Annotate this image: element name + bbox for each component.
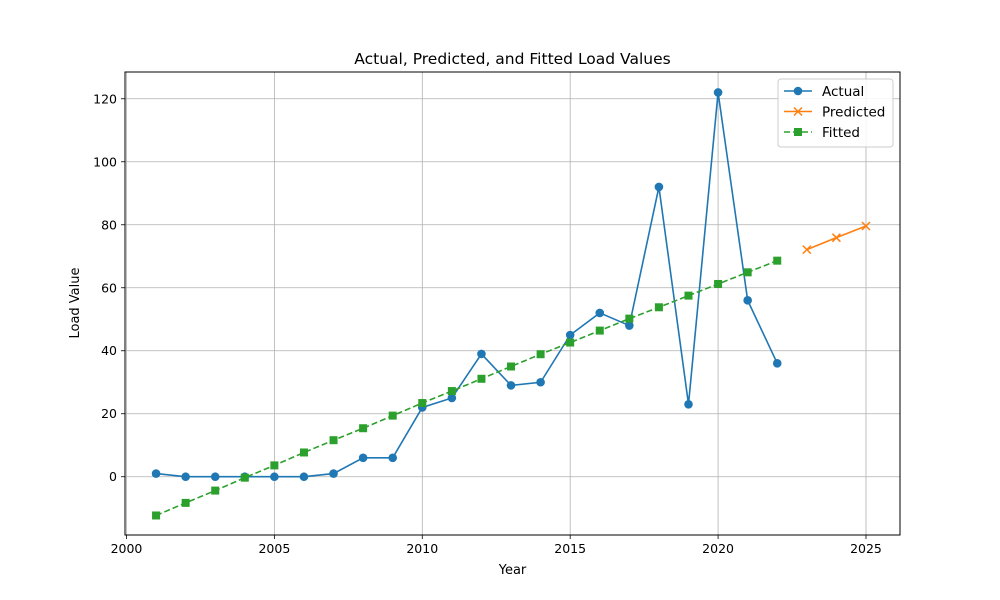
actual-legend-entry: Actual <box>784 84 864 100</box>
actual-series-point <box>595 308 605 318</box>
predicted-series-point <box>831 233 841 243</box>
predicted-series-point <box>861 221 871 231</box>
fitted-series-point <box>566 338 575 347</box>
y-tick-label: 40 <box>101 343 117 358</box>
chart-title: Actual, Predicted, and Fitted Load Value… <box>354 50 670 68</box>
y-tick-label: 20 <box>101 406 117 421</box>
actual-series-point <box>477 349 486 359</box>
predicted-legend-label: Predicted <box>822 105 885 121</box>
legend: Actual Predicted Fitted <box>777 78 894 148</box>
fitted-series-point <box>418 399 427 408</box>
fitted-series-point <box>181 498 190 507</box>
actual-series-point <box>506 381 516 390</box>
fitted-series-point <box>743 268 752 277</box>
y-tick-label: 0 <box>109 469 117 484</box>
actual-series-point <box>181 472 190 482</box>
x-tick-label: 2020 <box>702 541 734 556</box>
legend-box <box>777 78 894 148</box>
y-tick-label: 80 <box>101 217 117 232</box>
fitted-series <box>152 256 782 520</box>
fitted-series-point <box>536 350 545 359</box>
actual-series-point <box>684 399 693 409</box>
fitted-series-point <box>595 326 604 335</box>
fitted-series-point <box>240 473 249 482</box>
y-tick-label: 120 <box>93 91 117 106</box>
fitted-series-point <box>447 387 456 396</box>
grid-lines <box>125 72 900 535</box>
fitted-series-point <box>654 303 663 312</box>
y-axis-label: Load Value <box>68 267 83 338</box>
fitted-series-point <box>388 411 397 420</box>
actual-series-point <box>388 453 398 463</box>
actual-series-point <box>536 377 545 387</box>
actual-series-point <box>299 472 309 482</box>
fitted-series-point <box>773 256 782 265</box>
fitted-series-line <box>155 259 778 517</box>
actual-series <box>151 88 782 482</box>
actual-series-point <box>565 330 575 340</box>
fitted-series-point <box>359 424 368 433</box>
fitted-legend-label: Fitted <box>822 125 860 141</box>
y-tick-label: 60 <box>101 280 117 295</box>
actual-series-line <box>155 92 778 478</box>
predicted-legend-point <box>793 106 803 117</box>
fitted-series-point <box>152 511 161 520</box>
actual-series-point <box>358 453 368 463</box>
x-tick-label: 2025 <box>850 541 882 556</box>
x-tick-label: 2010 <box>406 541 438 556</box>
actual-series-point <box>447 393 457 403</box>
actual-series-point <box>270 472 279 482</box>
actual-series-point <box>210 472 220 482</box>
y-tick-label: 100 <box>93 154 117 169</box>
fitted-series-point <box>299 448 308 457</box>
fitted-series-point <box>477 374 486 383</box>
fitted-legend-point <box>794 128 802 136</box>
x-tick-label: 2000 <box>111 541 143 556</box>
plot-frame <box>124 71 901 536</box>
actual-series-point <box>772 359 782 368</box>
series-layer <box>151 88 871 520</box>
axis-ticks: 2000 2005 2010 2015 2020 2025 0 20 40 60 80 100 120 <box>93 91 882 556</box>
fitted-legend-entry: Fitted <box>784 125 860 141</box>
actual-series-point <box>713 88 723 97</box>
x-axis-label: Year <box>498 563 527 578</box>
fitted-series-point <box>714 279 723 288</box>
actual-series-point <box>654 182 664 192</box>
fitted-series-point <box>507 362 516 371</box>
actual-series-point <box>151 469 161 478</box>
fitted-series-point <box>625 314 634 323</box>
fitted-series-point <box>211 486 220 495</box>
actual-series-point <box>625 321 634 330</box>
actual-legend-point <box>793 86 803 96</box>
fitted-series-point <box>270 461 279 470</box>
actual-legend-label: Actual <box>822 84 864 100</box>
fitted-series-point <box>329 436 338 445</box>
actual-series-point <box>329 469 338 478</box>
actual-series-point <box>743 296 752 305</box>
predicted-legend-entry: Predicted <box>784 105 885 121</box>
x-tick-label: 2005 <box>258 541 290 556</box>
fitted-series-point <box>684 291 693 300</box>
x-tick-label: 2015 <box>554 541 586 556</box>
predicted-series <box>802 221 871 255</box>
predicted-series-point <box>802 245 812 255</box>
